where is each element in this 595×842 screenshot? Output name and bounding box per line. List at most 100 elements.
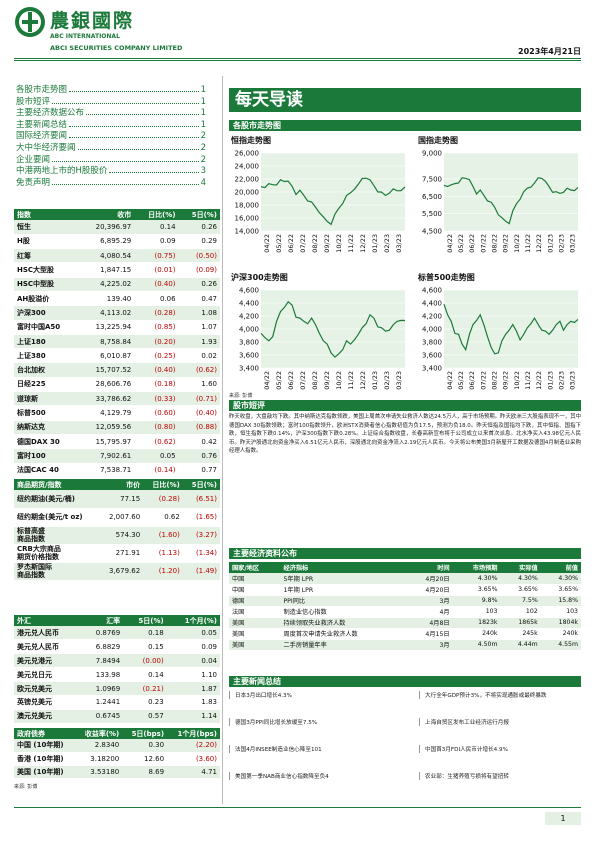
table-cell: 周度首次申请失业救济人数 bbox=[280, 628, 406, 640]
table-cell: 罗杰斯国际 商品指数 bbox=[14, 562, 100, 581]
toc-item[interactable]: 各股市走势图 1 bbox=[16, 83, 206, 95]
table-row: 澳元兑美元 0.6745 0.57 1.14 bbox=[14, 709, 220, 724]
hscei-chart-title: 国指走势图 bbox=[418, 136, 458, 145]
x-tick-label: 02/23 bbox=[557, 371, 565, 390]
table-cell: 4.55m bbox=[540, 639, 581, 651]
toc-item[interactable]: 企业要闻 2 bbox=[16, 153, 206, 165]
table-cell: 5年期 LPR bbox=[280, 573, 406, 585]
x-tick-label: 09/22 bbox=[323, 371, 331, 390]
table-cell: (6.51) bbox=[182, 490, 220, 509]
table-cell: 15,707.52 bbox=[79, 362, 135, 378]
toc-item[interactable]: 中港两地上市的H股股价 3 bbox=[16, 164, 206, 176]
table-row: 美国 (10年期) 3.53180 8.69 4.71 bbox=[14, 765, 220, 779]
toc-page-number: 1 bbox=[200, 119, 206, 130]
table-row: 英镑兑美元 1.2441 0.23 1.83 bbox=[14, 695, 220, 710]
toc-item[interactable]: 国际经济要闻 2 bbox=[16, 129, 206, 141]
table-cell: 0.05 bbox=[166, 626, 220, 641]
news-item[interactable]: 法国4月INSEE制造业信心降至101 bbox=[229, 745, 322, 753]
x-tick-label: 01/23 bbox=[371, 234, 379, 253]
table-cell: 0.06 bbox=[134, 291, 179, 307]
table-cell: (3.60) bbox=[167, 752, 220, 766]
table-cell: 12,059.56 bbox=[79, 420, 135, 435]
header-divider bbox=[14, 58, 581, 59]
table-cell: (0.62) bbox=[134, 434, 179, 450]
table-cell: 1804k bbox=[540, 617, 581, 629]
table-cell: 1.83 bbox=[166, 695, 220, 710]
table-cell: 中国 bbox=[229, 584, 281, 596]
table-row: 纽约期金(美元/t oz) 2,007.60 0.62 (1.65) bbox=[14, 508, 220, 527]
table-cell: 美国 bbox=[229, 639, 281, 651]
market-commentary: 昨天收盘，大盘敲均下跌。其中纳斯达克指数领跌，美国上周首次申请失业救济人数达24… bbox=[229, 414, 581, 455]
table-row: CRB大宗商品 期货价格指数 271.91 (1.13) (1.34) bbox=[14, 544, 220, 563]
toc-item[interactable]: 免责声明 4 bbox=[16, 176, 206, 188]
table-cell: 9.8% bbox=[452, 595, 501, 607]
column-header: 日比(%) bbox=[143, 479, 183, 490]
table-row: H股 6,895.29 0.09 0.29 bbox=[14, 234, 220, 250]
toc-item[interactable]: 主要新闻总结 1 bbox=[16, 118, 206, 130]
y-tick-label: 4,400 bbox=[422, 300, 442, 308]
toc-item-label: 主要新闻总结 bbox=[16, 119, 68, 130]
table-row: 法国CAC 40 7,538.71 (0.14) 0.77 bbox=[14, 463, 220, 478]
toc-page-number: 2 bbox=[200, 142, 206, 153]
news-item[interactable]: 美国第一季NAB商业信心指数降至负4 bbox=[229, 772, 329, 780]
table-cell: 3月 bbox=[405, 595, 453, 607]
table-cell: 0.04 bbox=[166, 653, 220, 669]
news-item[interactable]: 德国3月PPI同比增长放缓至7.5% bbox=[229, 718, 317, 726]
table-cell: 6,895.29 bbox=[79, 234, 135, 250]
toc-item[interactable]: 主要经济数据公布 1 bbox=[16, 106, 206, 118]
column-header: 市场预期 bbox=[452, 562, 501, 573]
toc-page-number: 1 bbox=[200, 96, 206, 107]
news-item[interactable]: 大行全年GDP预计3%，不将实现通胀或最终暴跌 bbox=[419, 691, 547, 699]
commodities-table: 商品期货/指数 市价 日比(%) 5日(%) 纽约期油(美元/桶) 77.15 (0.28)… bbox=[14, 479, 220, 581]
column-header: 1个月(bps) bbox=[167, 728, 220, 739]
table-cell: 0.47 bbox=[178, 291, 220, 307]
table-cell: 红筹 bbox=[14, 248, 80, 264]
csi300-chart: 4,600 4,400 4,200 4,000 3,800 3,600 3,400 04/22… bbox=[239, 287, 406, 390]
column-divider bbox=[222, 76, 223, 804]
news-item[interactable]: 中国首3月FDI人民币计增长4.9% bbox=[419, 745, 508, 753]
y-tick-label: 3,400 bbox=[239, 365, 259, 373]
x-tick-label: 10/22 bbox=[513, 234, 521, 253]
table-cell: AH股溢价 bbox=[14, 291, 80, 307]
toc-item[interactable]: 大中华经济要闻 2 bbox=[16, 141, 206, 153]
news-item[interactable]: 农业部：生猪养殖亏损将有望扭转 bbox=[419, 772, 509, 780]
table-row: 欧元兑美元 1.0969 (0.21) 1.87 bbox=[14, 681, 220, 696]
y-tick-label: 4,600 bbox=[239, 287, 259, 295]
news-item[interactable]: 日本3月出口增长4.3% bbox=[229, 691, 292, 699]
table-cell: (0.60) bbox=[134, 405, 179, 421]
x-tick-label: 01/23 bbox=[546, 371, 554, 390]
table-cell: 12.60 bbox=[122, 752, 168, 766]
table-cell: 0.6745 bbox=[80, 709, 124, 724]
toc-item-label: 中港两地上市的H股股价 bbox=[16, 166, 108, 177]
table-cell: 上证380 bbox=[14, 348, 80, 364]
toc-item-label: 各股市走势图 bbox=[16, 85, 68, 95]
table-cell: 1年期 LPR bbox=[280, 584, 406, 596]
y-tick-label: 22,000 bbox=[235, 176, 260, 184]
column-header: 5日(%) bbox=[182, 479, 220, 490]
x-tick-label: 12/22 bbox=[359, 234, 367, 253]
table-cell: (0.71) bbox=[178, 391, 220, 407]
table-cell: 13,225.94 bbox=[79, 320, 135, 335]
table-cell: 香港 (10年期) bbox=[14, 752, 76, 766]
column-header: 政府债券 bbox=[14, 728, 76, 739]
table-cell: 中国 bbox=[229, 573, 281, 585]
table-cell: 标普高盛 商品指数 bbox=[14, 526, 100, 545]
table-cell: (0.62) bbox=[178, 362, 220, 378]
table-cell: 1.87 bbox=[166, 681, 220, 696]
table-cell: 4.30% bbox=[500, 573, 541, 585]
y-tick-label: 26,000 bbox=[235, 150, 260, 158]
csi300-chart-title: 沪深300走势图 bbox=[231, 273, 288, 282]
table-cell: 0.76 bbox=[178, 448, 220, 464]
toc-item[interactable]: 股市短评 1 bbox=[16, 95, 206, 107]
table-cell: 0.02 bbox=[178, 348, 220, 364]
column-header: 5日(%) bbox=[178, 209, 220, 220]
x-tick-label: 06/22 bbox=[468, 234, 476, 253]
table-cell: (0.25) bbox=[134, 348, 179, 364]
table-cell: 245k bbox=[500, 628, 541, 640]
table-cell: 美元兑人民币 bbox=[14, 639, 81, 655]
x-tick-label: 10/22 bbox=[335, 234, 343, 253]
table-cell: 4.44m bbox=[500, 639, 541, 651]
news-item[interactable]: 上海自贸区发布工业经济运行月报 bbox=[419, 718, 509, 726]
series-line bbox=[260, 300, 406, 358]
table-cell: (0.85) bbox=[134, 320, 179, 335]
